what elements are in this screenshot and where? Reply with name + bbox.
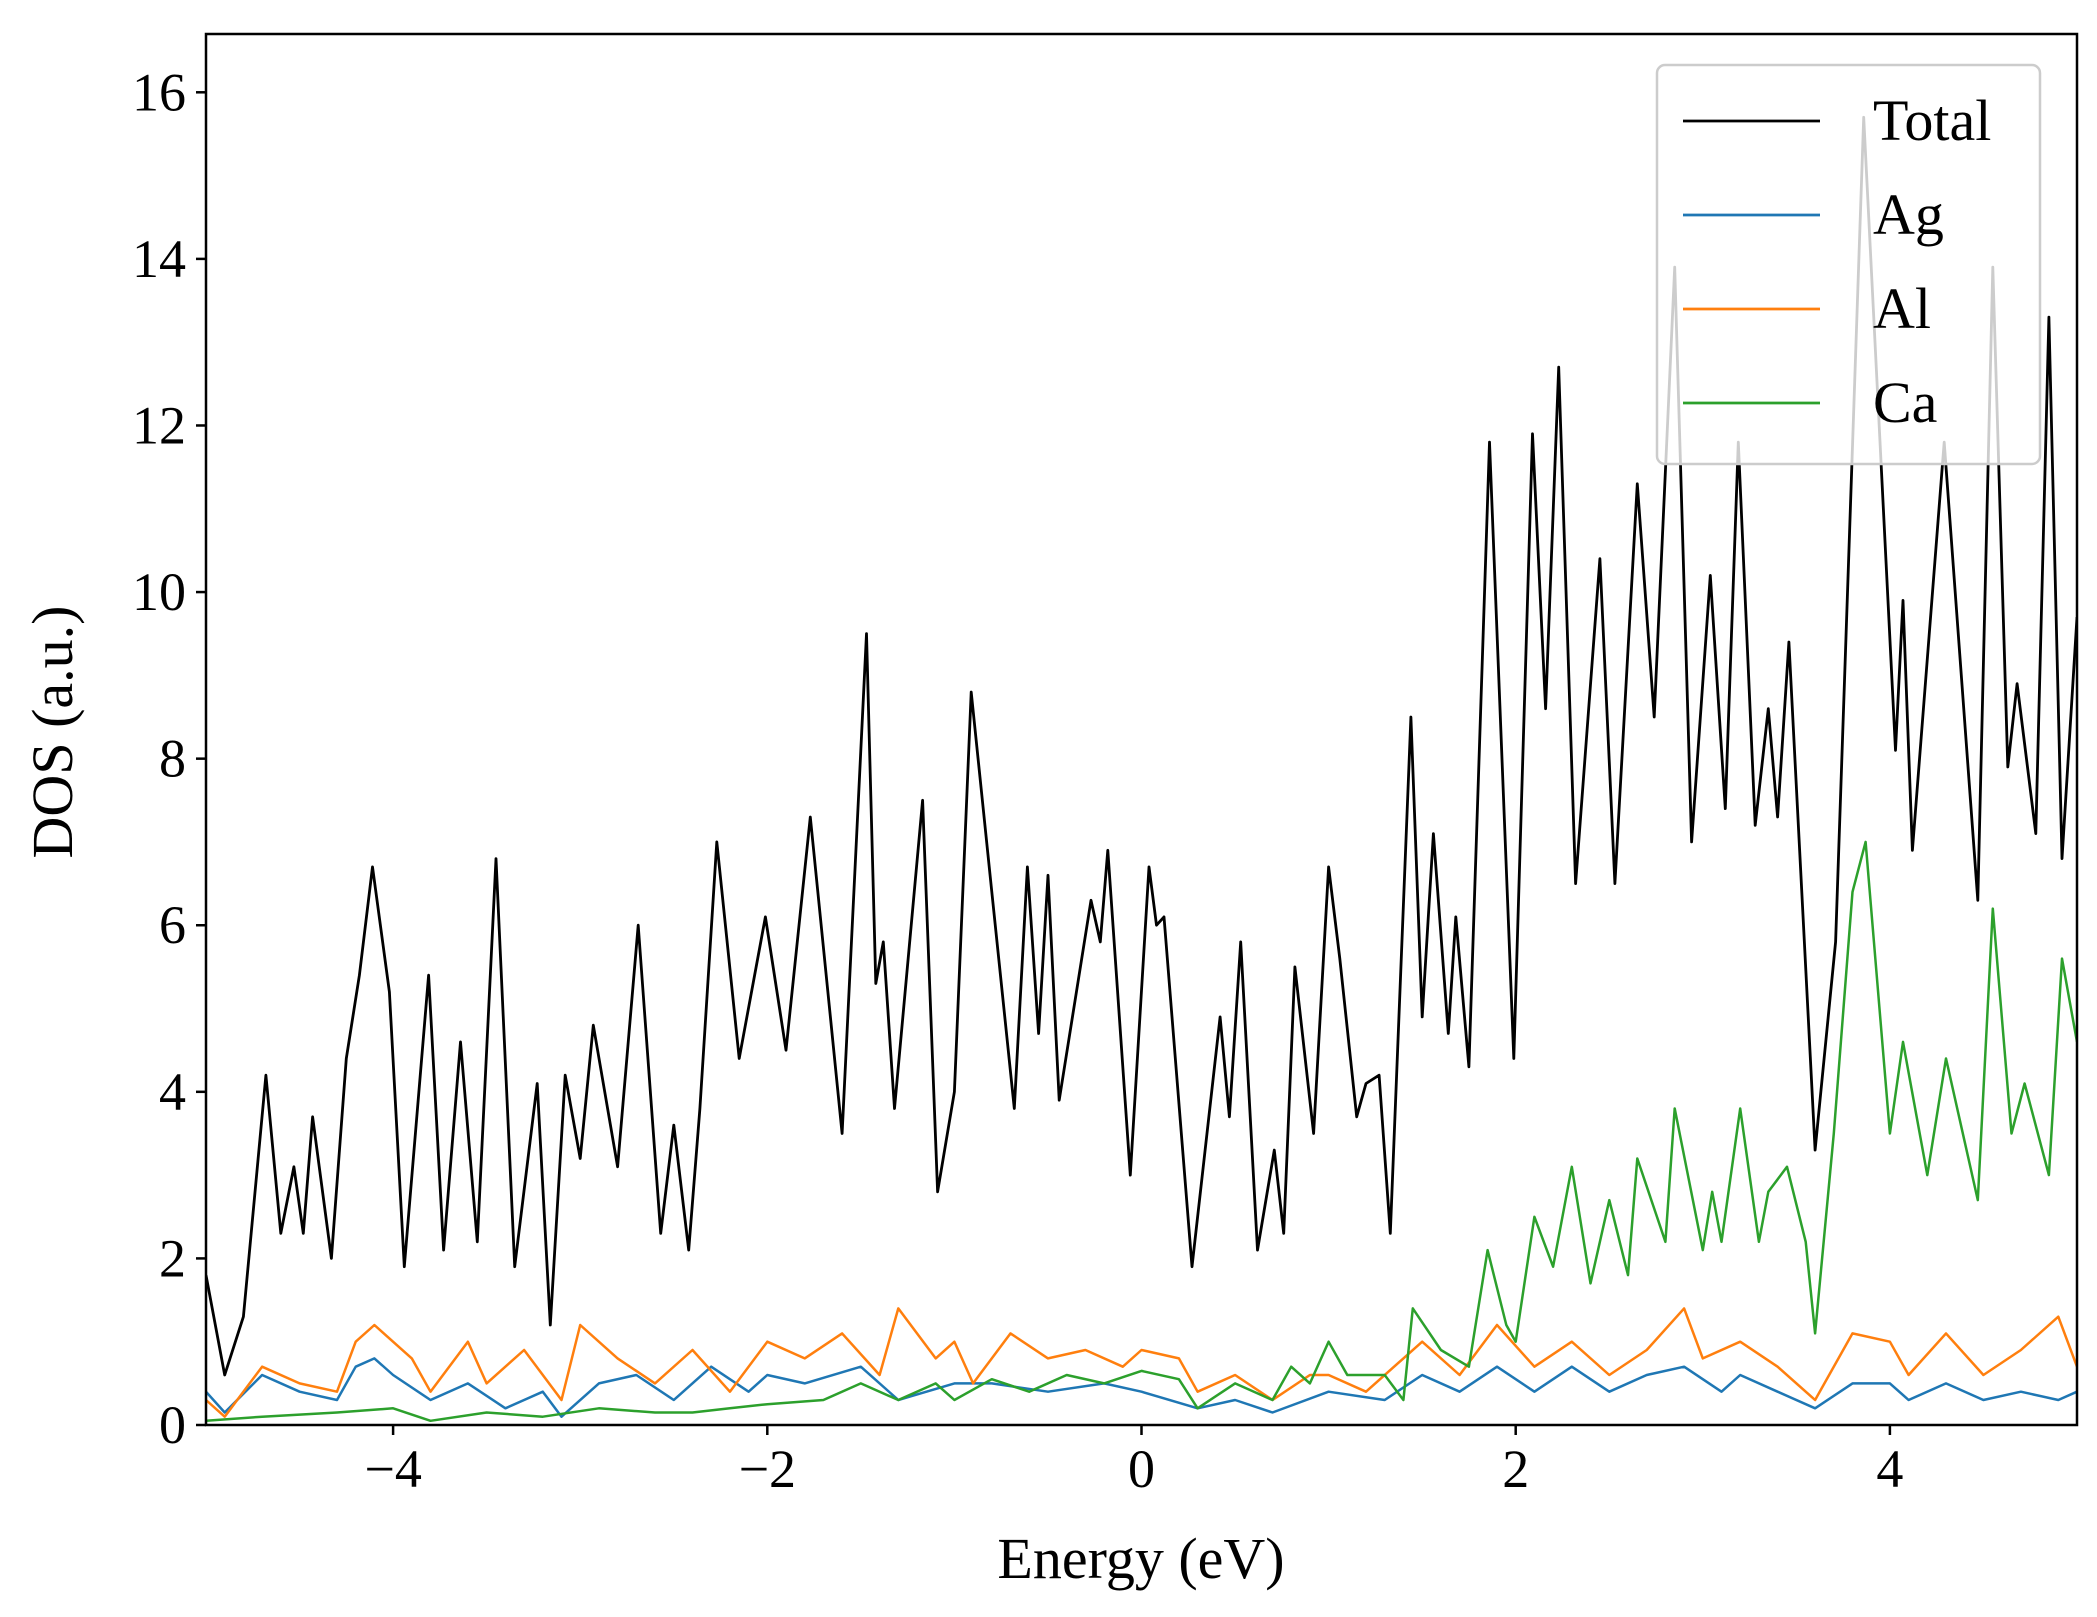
y-tick-label: 6 bbox=[159, 895, 186, 955]
plot-lines bbox=[206, 115, 2077, 1423]
y-tick-label: 10 bbox=[132, 562, 186, 622]
legend: Total Ag Al Ca bbox=[1655, 63, 2042, 466]
series-line bbox=[206, 840, 2077, 1423]
y-tick-label: 4 bbox=[159, 1062, 186, 1122]
y-tick-label: 12 bbox=[132, 395, 186, 455]
y-tick-label: 14 bbox=[132, 229, 186, 289]
x-tick-label: 4 bbox=[1876, 1439, 1903, 1499]
y-tick-label: 0 bbox=[159, 1395, 186, 1455]
legend-label: Total bbox=[1873, 88, 1991, 153]
legend-label: Ag bbox=[1873, 182, 1944, 247]
legend-label: Ca bbox=[1873, 370, 1937, 435]
x-tick-label: 2 bbox=[1502, 1439, 1529, 1499]
x-tick-label: −4 bbox=[364, 1439, 421, 1499]
x-tick-label: −2 bbox=[739, 1439, 796, 1499]
series-line bbox=[206, 1307, 2077, 1418]
y-tick-label: 2 bbox=[159, 1228, 186, 1288]
y-tick-label: 16 bbox=[132, 62, 186, 122]
legend-box bbox=[1655, 63, 2042, 466]
x-tick-label: 0 bbox=[1128, 1439, 1155, 1499]
series-line bbox=[206, 1357, 2077, 1418]
series-line bbox=[206, 115, 2077, 1377]
y-axis-label: DOS (a.u.) bbox=[20, 606, 85, 859]
x-axis-label: Energy (eV) bbox=[997, 1526, 1284, 1591]
y-tick-label: 8 bbox=[159, 729, 186, 789]
legend-label: Al bbox=[1873, 276, 1931, 341]
